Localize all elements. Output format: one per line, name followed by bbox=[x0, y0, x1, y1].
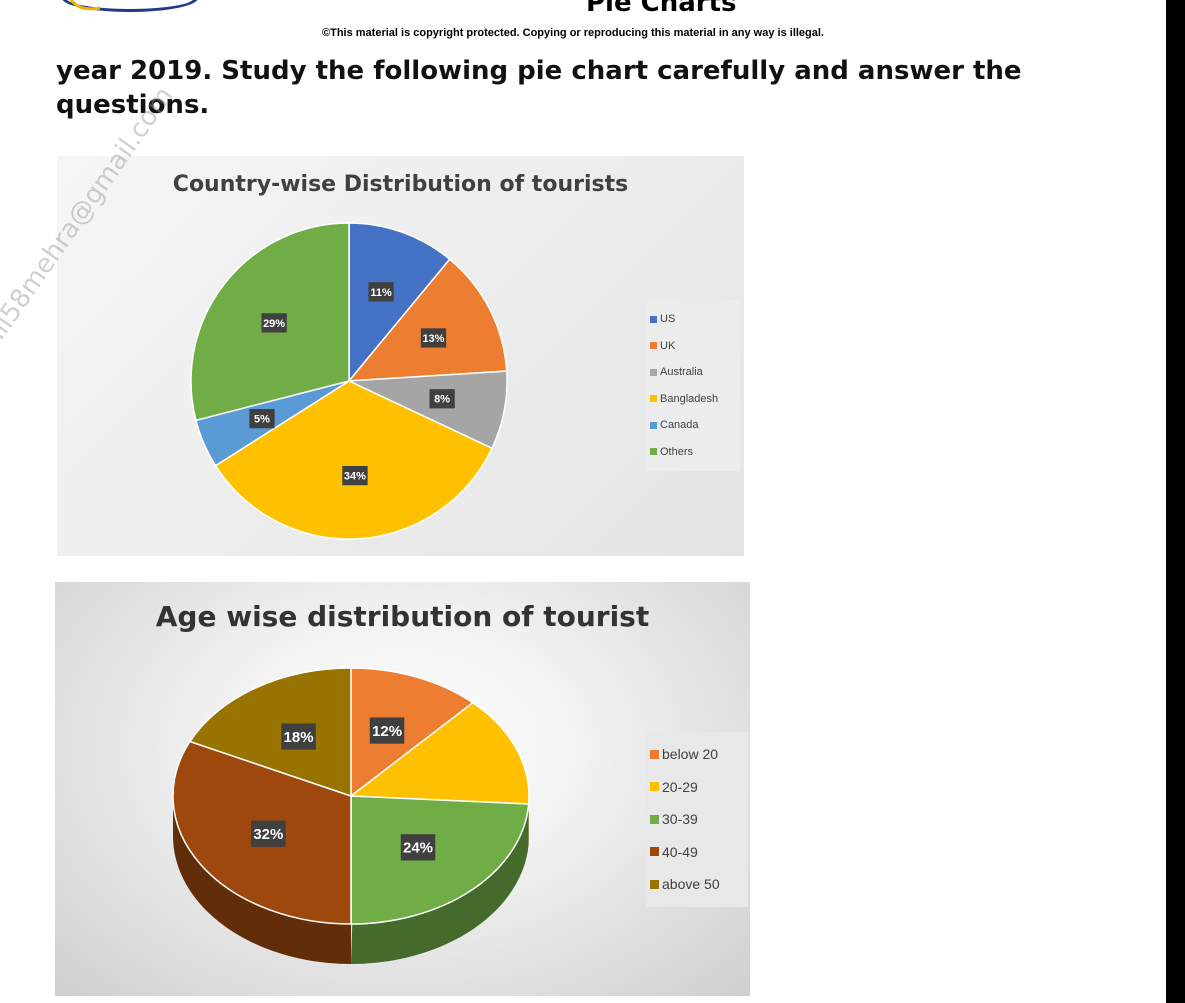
legend-item-uk: UK bbox=[650, 333, 736, 360]
country-legend: US UK Australia Bangladesh Canada Others bbox=[646, 300, 740, 471]
legend-label: Australia bbox=[660, 366, 703, 379]
legend-swatch bbox=[650, 315, 657, 323]
legend-swatch bbox=[650, 368, 657, 376]
data-label: 12% bbox=[372, 723, 402, 740]
data-label: 13% bbox=[422, 333, 444, 345]
legend-swatch bbox=[650, 342, 657, 350]
legend-item-others: Others bbox=[650, 439, 736, 466]
legend-swatch bbox=[650, 421, 657, 429]
data-label-box bbox=[369, 717, 405, 744]
legend-swatch bbox=[650, 879, 659, 889]
data-label: 18% bbox=[284, 729, 314, 746]
data-label-box bbox=[368, 282, 394, 302]
legend-item-20-29: 20-29 bbox=[650, 771, 744, 804]
legend-item-canada: Canada bbox=[650, 412, 736, 439]
pie-slice-below-20 bbox=[350, 667, 475, 798]
data-label: 24% bbox=[403, 840, 433, 857]
legend-item-bangladesh: Bangladesh bbox=[650, 386, 736, 413]
data-label: 29% bbox=[263, 318, 285, 330]
legend-label: UK bbox=[660, 339, 676, 352]
data-label-box bbox=[400, 834, 436, 861]
pie-slice-bangladesh bbox=[214, 380, 493, 540]
pie-slice-20-29 bbox=[348, 701, 530, 805]
legend-label: US bbox=[660, 313, 676, 326]
legend-label: Canada bbox=[660, 419, 699, 432]
data-label: 8% bbox=[434, 394, 450, 406]
age-legend: below 20 20-29 30-39 40-49 above 50 bbox=[646, 732, 748, 907]
data-label-box bbox=[251, 820, 286, 847]
logo bbox=[62, 0, 198, 12]
data-label: 5% bbox=[254, 414, 270, 426]
chart-title: Age wise distribution of tourist bbox=[155, 600, 650, 633]
country-pie: 11% 13% 8% 34% 5% 29% bbox=[190, 222, 508, 540]
page-edge-bar bbox=[1166, 0, 1185, 1003]
legend-swatch bbox=[650, 782, 659, 792]
legend-label: 40-49 bbox=[662, 843, 698, 860]
data-label-box bbox=[420, 328, 447, 348]
legend-item-40-49: 40-49 bbox=[650, 836, 744, 869]
legend-swatch bbox=[650, 814, 659, 824]
pie-slice-above-50 bbox=[188, 667, 352, 798]
age-pie: 12% 24% 32% 18% bbox=[172, 667, 530, 964]
pie-slice-us bbox=[348, 222, 451, 384]
legend-swatch bbox=[650, 749, 659, 759]
chart-title: Country-wise Distribution of tourists bbox=[172, 172, 629, 197]
legend-item-below-20: below 20 bbox=[650, 738, 744, 771]
pie-slice-30-39 bbox=[350, 795, 530, 925]
legend-label: Bangladesh bbox=[660, 392, 719, 405]
copyright-notice: ©This material is copyright protected. C… bbox=[322, 27, 824, 39]
data-label-box bbox=[429, 389, 455, 409]
age-chart: Age wise distribution of tourist 12% 24% 3… bbox=[55, 582, 750, 996]
legend-item-above-50: above 50 bbox=[650, 868, 744, 901]
legend-swatch bbox=[650, 847, 659, 857]
legend-label: 30-39 bbox=[662, 811, 698, 828]
legend-label: above 50 bbox=[662, 876, 720, 893]
pie-side-40-49 bbox=[173, 796, 351, 964]
legend-item-us: US bbox=[650, 306, 736, 333]
intro-text: year 2019. Study the following pie chart… bbox=[56, 56, 1022, 120]
pie-side-30-39 bbox=[351, 804, 529, 964]
data-label: 34% bbox=[344, 471, 366, 483]
data-label-box bbox=[261, 313, 287, 333]
legend-label: below 20 bbox=[662, 746, 719, 763]
legend-label: Others bbox=[660, 445, 694, 458]
data-label-box bbox=[342, 465, 368, 486]
legend-swatch bbox=[650, 448, 657, 456]
legend-label: 20-29 bbox=[662, 778, 698, 795]
legend-item-australia: Australia bbox=[650, 359, 736, 386]
legend-item-30-39: 30-39 bbox=[650, 803, 744, 836]
country-chart: Country-wise Distribution of tourists 11… bbox=[57, 156, 744, 556]
data-label: 32% bbox=[253, 826, 283, 843]
data-label-box bbox=[281, 723, 316, 750]
pie-slice-uk bbox=[347, 258, 508, 382]
data-label: 11% bbox=[370, 287, 392, 299]
data-label-box bbox=[249, 409, 275, 429]
page-title: Pie Charts bbox=[586, 0, 737, 18]
legend-swatch bbox=[650, 395, 657, 403]
